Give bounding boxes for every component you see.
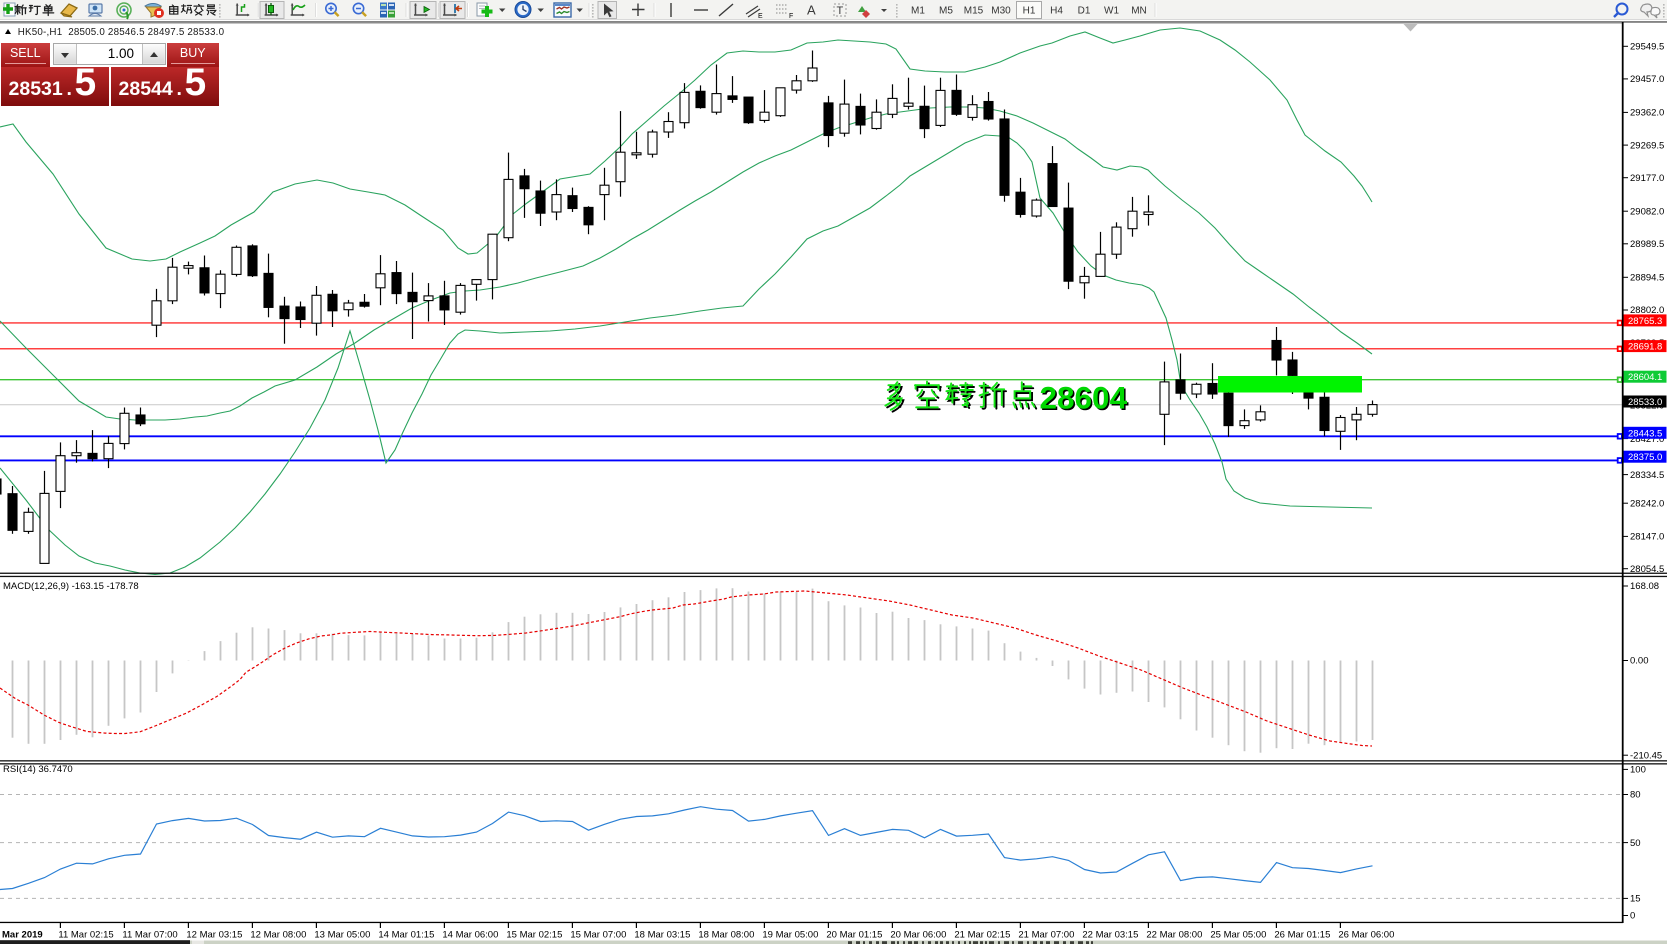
- svg-text:22 Mar 08:00: 22 Mar 08:00: [1146, 930, 1202, 941]
- svg-text:MN: MN: [1131, 6, 1147, 17]
- svg-text:12 Mar 08:00: 12 Mar 08:00: [250, 930, 306, 941]
- svg-text:T: T: [837, 5, 844, 17]
- svg-text:29082.0: 29082.0: [1630, 206, 1664, 217]
- svg-text:0: 0: [1630, 911, 1635, 922]
- svg-text:28427.0: 28427.0: [1630, 434, 1664, 445]
- svg-text:100: 100: [1630, 765, 1646, 776]
- svg-text:M30: M30: [991, 6, 1011, 17]
- svg-text:28334.5: 28334.5: [1630, 470, 1664, 481]
- svg-text:80: 80: [1630, 790, 1641, 801]
- svg-text:13 Mar 05:00: 13 Mar 05:00: [314, 930, 370, 941]
- svg-text:29549.5: 29549.5: [1630, 42, 1664, 53]
- svg-text:28894.5: 28894.5: [1630, 273, 1664, 284]
- svg-text:RSI(14) 36.7470: RSI(14) 36.7470: [3, 764, 73, 775]
- svg-text:29269.5: 29269.5: [1630, 140, 1664, 151]
- svg-text:20 Mar 06:00: 20 Mar 06:00: [890, 930, 946, 941]
- svg-text:25 Mar 05:00: 25 Mar 05:00: [1210, 930, 1266, 941]
- svg-text:28147.0: 28147.0: [1630, 532, 1664, 543]
- svg-text:28691.8: 28691.8: [1628, 342, 1662, 353]
- svg-text:M15: M15: [964, 6, 984, 17]
- svg-text:50: 50: [1630, 838, 1641, 849]
- svg-text:W1: W1: [1104, 6, 1119, 17]
- svg-text:28604.1: 28604.1: [1628, 372, 1662, 383]
- svg-text:28375.0: 28375.0: [1628, 452, 1662, 463]
- svg-text:28054.5: 28054.5: [1630, 564, 1664, 575]
- svg-text:D1: D1: [1078, 6, 1091, 17]
- svg-text:-210.45: -210.45: [1630, 750, 1662, 761]
- svg-text:28443.5: 28443.5: [1628, 428, 1662, 439]
- svg-text:21 Mar 07:00: 21 Mar 07:00: [1018, 930, 1074, 941]
- svg-text:15 Mar 07:00: 15 Mar 07:00: [570, 930, 626, 941]
- svg-text:Mar 2019: Mar 2019: [2, 930, 43, 941]
- svg-text:H4: H4: [1050, 6, 1063, 17]
- svg-text:28604: 28604: [1041, 381, 1129, 417]
- svg-text:A: A: [807, 3, 816, 18]
- svg-text:26 Mar 06:00: 26 Mar 06:00: [1338, 930, 1394, 941]
- svg-text:0.00: 0.00: [1630, 656, 1649, 667]
- svg-text:14 Mar 01:15: 14 Mar 01:15: [378, 930, 434, 941]
- svg-text:29457.0: 29457.0: [1630, 74, 1664, 85]
- svg-text:26 Mar 01:15: 26 Mar 01:15: [1274, 930, 1330, 941]
- svg-text:12 Mar 03:15: 12 Mar 03:15: [186, 930, 242, 941]
- svg-text:28533.0: 28533.0: [1628, 397, 1662, 408]
- svg-text:15 Mar 02:15: 15 Mar 02:15: [506, 930, 562, 941]
- svg-text:29177.0: 29177.0: [1630, 173, 1664, 184]
- svg-text:E: E: [758, 13, 763, 20]
- svg-text:28765.3: 28765.3: [1628, 316, 1662, 327]
- svg-text:15: 15: [1630, 894, 1641, 905]
- svg-text:22 Mar 03:15: 22 Mar 03:15: [1082, 930, 1138, 941]
- svg-text:28242.0: 28242.0: [1630, 498, 1664, 509]
- svg-text:H1: H1: [1023, 6, 1036, 17]
- svg-text:19 Mar 05:00: 19 Mar 05:00: [762, 930, 818, 941]
- svg-text:14 Mar 06:00: 14 Mar 06:00: [442, 930, 498, 941]
- svg-text:28989.5: 28989.5: [1630, 239, 1664, 250]
- svg-text:21 Mar 02:15: 21 Mar 02:15: [954, 930, 1010, 941]
- svg-text:20 Mar 01:15: 20 Mar 01:15: [826, 930, 882, 941]
- svg-text:29362.0: 29362.0: [1630, 108, 1664, 119]
- svg-text:28802.0: 28802.0: [1630, 305, 1664, 316]
- svg-text:M1: M1: [911, 6, 925, 17]
- svg-text:11 Mar 07:00: 11 Mar 07:00: [122, 930, 177, 941]
- svg-text:18 Mar 03:15: 18 Mar 03:15: [634, 930, 690, 941]
- svg-text:MACD(12,26,9) -163.15 -178.78: MACD(12,26,9) -163.15 -178.78: [3, 581, 139, 592]
- svg-text:168.08: 168.08: [1630, 581, 1659, 592]
- svg-text:M5: M5: [939, 6, 953, 17]
- svg-text:28604: 28604: [1040, 380, 1128, 416]
- svg-text:11 Mar 02:15: 11 Mar 02:15: [58, 930, 113, 941]
- svg-text:F: F: [789, 13, 793, 20]
- svg-text:18 Mar 08:00: 18 Mar 08:00: [698, 930, 754, 941]
